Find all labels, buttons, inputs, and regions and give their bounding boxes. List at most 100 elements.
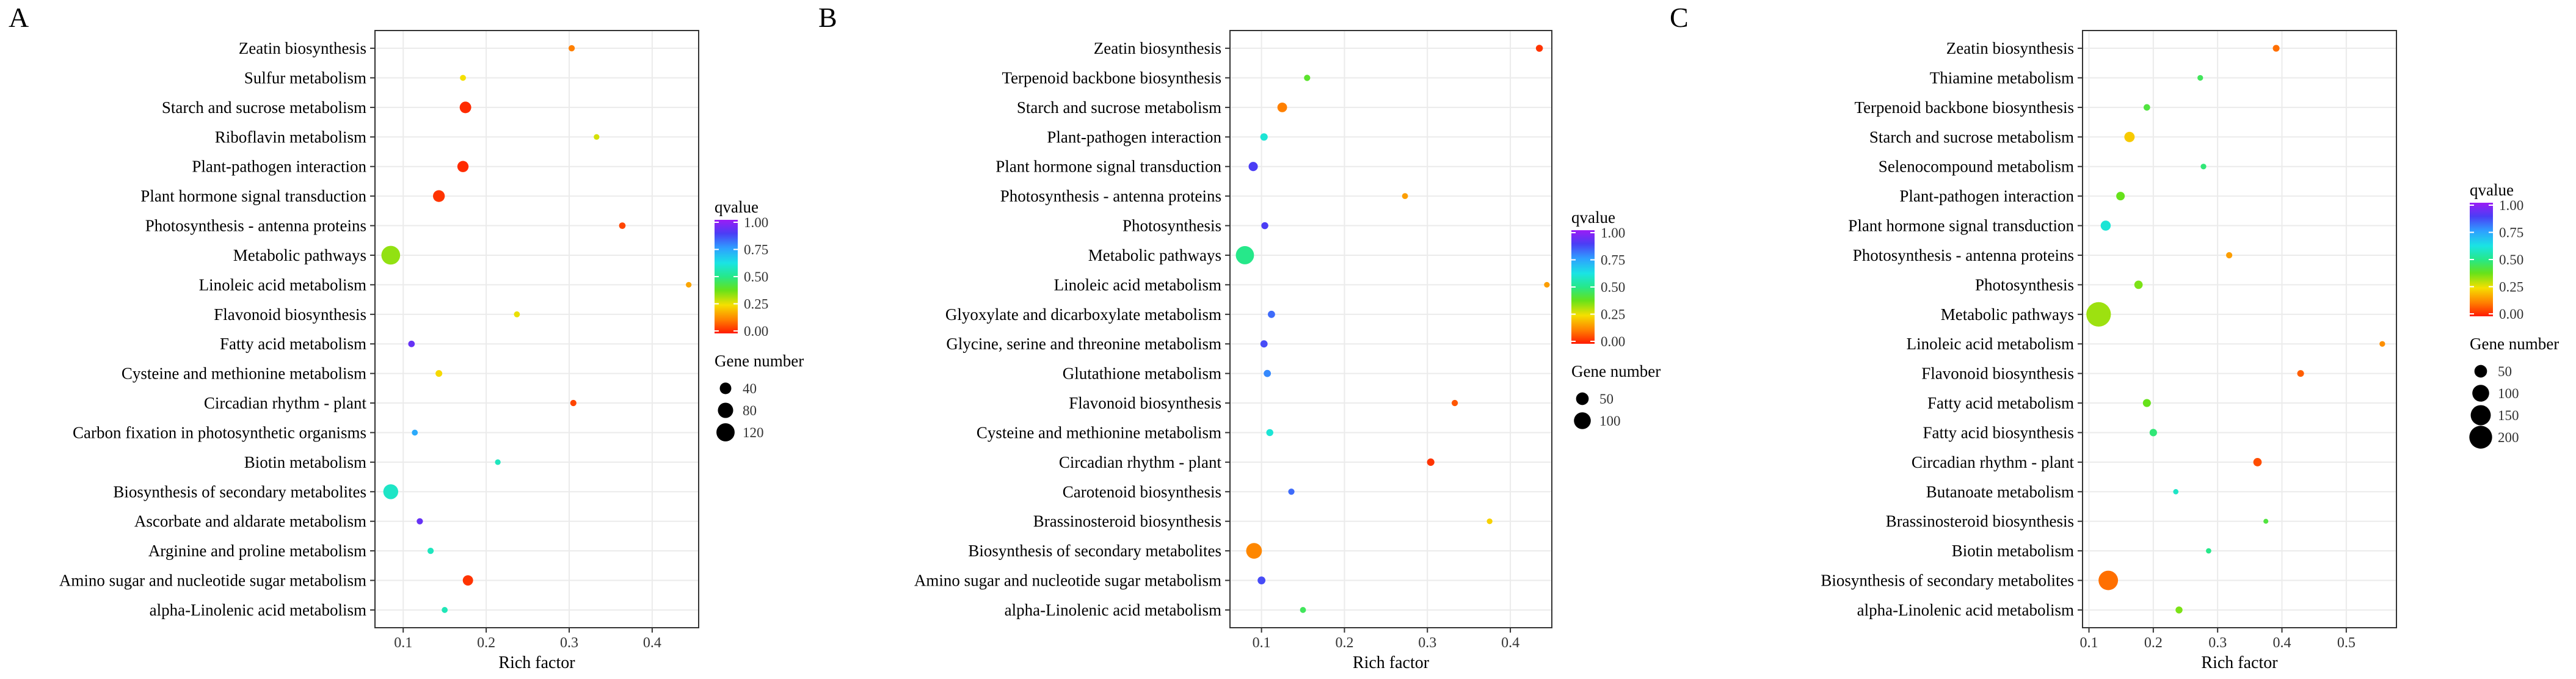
- size-legend-label: 80: [743, 403, 757, 418]
- y-tick-label: Flavonoid biosynthesis: [1069, 394, 1221, 412]
- y-tick-label: Brassinosteroid biosynthesis: [1886, 512, 2074, 531]
- data-point-12: [570, 399, 577, 407]
- size-legend-dot: [2474, 365, 2487, 378]
- colorbar-tick-label: 0.25: [1601, 307, 1625, 322]
- y-tick-label: Glyoxylate and dicarboxylate metabolism: [945, 305, 1221, 324]
- data-point-0: [568, 45, 575, 52]
- data-points: [381, 45, 692, 613]
- y-tick-label: Carbon fixation in photosynthetic organi…: [73, 423, 366, 441]
- y-tick-label: Sulfur metabolism: [244, 68, 366, 87]
- y-tick-label: Zeatin biosynthesis: [239, 39, 366, 57]
- data-point-2: [459, 101, 471, 114]
- y-tick-label: Biosynthesis of secondary metabolites: [1821, 572, 2074, 590]
- data-point-11: [2297, 370, 2304, 377]
- y-tick-label: Fatty acid metabolism: [1927, 394, 2074, 412]
- data-point-13: [1266, 429, 1273, 437]
- y-tick-label: Fatty acid biosynthesis: [1923, 423, 2074, 441]
- data-point-7: [381, 245, 401, 265]
- colorbar-tick-label: 0.25: [2499, 280, 2523, 295]
- data-point-3: [2124, 131, 2135, 142]
- y-tick-label: Biosynthesis of secondary metabolites: [113, 482, 366, 501]
- y-tick-label: Amino sugar and nucleotide sugar metabol…: [59, 572, 366, 590]
- data-point-19: [2175, 606, 2183, 614]
- y-tick-label: Linoleic acid metabolism: [1907, 335, 2074, 353]
- grid: [1230, 31, 1552, 628]
- y-tick-label: Metabolic pathways: [1941, 305, 2074, 324]
- y-tick-label: Zeatin biosynthesis: [1946, 39, 2074, 57]
- size-legend-dot: [716, 423, 735, 441]
- data-point-8: [686, 281, 692, 288]
- size-legend-label: 50: [2498, 364, 2512, 379]
- y-tick-label: Thiamine metabolism: [1930, 68, 2074, 87]
- y-tick-label: Brassinosteroid biosynthesis: [1033, 512, 1221, 531]
- x-tick-label: 0.4: [1501, 635, 1519, 651]
- y-tick-label: Biotin metabolism: [1952, 542, 2074, 560]
- size-legend-dot: [2469, 426, 2492, 449]
- data-point-15: [1288, 488, 1295, 495]
- size-legend-label: 120: [743, 425, 764, 440]
- data-point-19: [1300, 607, 1306, 613]
- data-point-13: [412, 429, 418, 436]
- y-tick-label: Ascorbate and aldarate metabolism: [134, 512, 366, 531]
- y-tick-label: Plant hormone signal transduction: [140, 187, 366, 205]
- size-legend-dot: [2472, 385, 2489, 402]
- y-tick-label: Photosynthesis - antenna proteins: [145, 217, 366, 235]
- panel-B: B Zeatin biosynthesis Terpenoid backbone b…: [818, 2, 1661, 672]
- data-points: [2086, 45, 2385, 614]
- y-tick-label: Linoleic acid metabolism: [199, 275, 366, 294]
- x-axis-title: Rich factor: [2201, 653, 2278, 672]
- y-tick-label: Starch and sucrose metabolism: [162, 98, 366, 117]
- y-tick-label: Flavonoid biosynthesis: [1921, 365, 2074, 383]
- qvalue-legend-title: qvalue: [2470, 181, 2514, 199]
- data-point-17: [2206, 548, 2211, 554]
- x-tick-label: 0.4: [2273, 635, 2291, 651]
- x-tick-label: 0.1: [1253, 635, 1271, 651]
- y-tick-label: Riboflavin metabolism: [215, 128, 366, 146]
- panel-letter: A: [9, 2, 29, 33]
- x-tick-label: 0.3: [2208, 635, 2227, 651]
- y-tick-label: Starch and sucrose metabolism: [1869, 128, 2074, 146]
- data-point-6: [619, 222, 626, 229]
- colorbar-tick-label: 0.00: [1601, 334, 1625, 349]
- y-tick-label: Glutathione metabolism: [1063, 365, 1221, 383]
- data-point-13: [2149, 429, 2157, 437]
- x-tick-label: 0.5: [2337, 635, 2356, 651]
- data-point-10: [2379, 341, 2385, 347]
- data-point-3: [594, 134, 600, 140]
- data-point-16: [417, 518, 423, 525]
- data-point-19: [442, 607, 448, 613]
- colorbar-tick-label: 0.50: [1601, 280, 1625, 295]
- qvalue-legend-title: qvalue: [1571, 208, 1615, 227]
- data-point-10: [1260, 340, 1268, 348]
- y-tick-label: Biosynthesis of secondary metabolites: [968, 542, 1221, 560]
- y-tick-label: Arginine and proline metabolism: [148, 542, 366, 560]
- data-point-3: [1260, 133, 1268, 141]
- size-legend-label: 100: [1599, 413, 1621, 429]
- x-tick-label: 0.2: [2144, 635, 2163, 651]
- plot-frame: [1229, 30, 1552, 628]
- data-point-7: [2226, 252, 2233, 259]
- size-legend-dot: [719, 382, 732, 394]
- colorbar-tick-label: 1.00: [1601, 225, 1625, 241]
- size-legend-label: 150: [2498, 408, 2519, 423]
- y-tick-label: Plant-pathogen interaction: [1047, 128, 1221, 146]
- colorbar-tick-label: 0.75: [744, 242, 768, 258]
- panel-letter: C: [1670, 2, 1689, 33]
- grid: [2083, 31, 2396, 628]
- data-point-11: [435, 370, 443, 377]
- data-point-12: [1451, 399, 1458, 407]
- plot-area: [1230, 31, 1552, 628]
- size-legend-dot: [1576, 392, 1589, 405]
- data-point-4: [457, 161, 469, 172]
- y-tick-label: Linoleic acid metabolism: [1054, 275, 1221, 294]
- panel-letter: B: [818, 2, 837, 33]
- gene-number-legend-title: Gene number: [715, 352, 804, 370]
- data-point-8: [1544, 281, 1550, 288]
- data-point-17: [427, 547, 434, 554]
- y-tick-label: alpha-Linolenic acid metabolism: [150, 601, 366, 619]
- data-point-16: [2263, 518, 2269, 524]
- data-point-16: [1486, 518, 1493, 525]
- y-tick-label: Biotin metabolism: [244, 453, 366, 471]
- y-tick-label: alpha-Linolenic acid metabolism: [1857, 601, 2074, 619]
- data-point-6: [1261, 222, 1268, 230]
